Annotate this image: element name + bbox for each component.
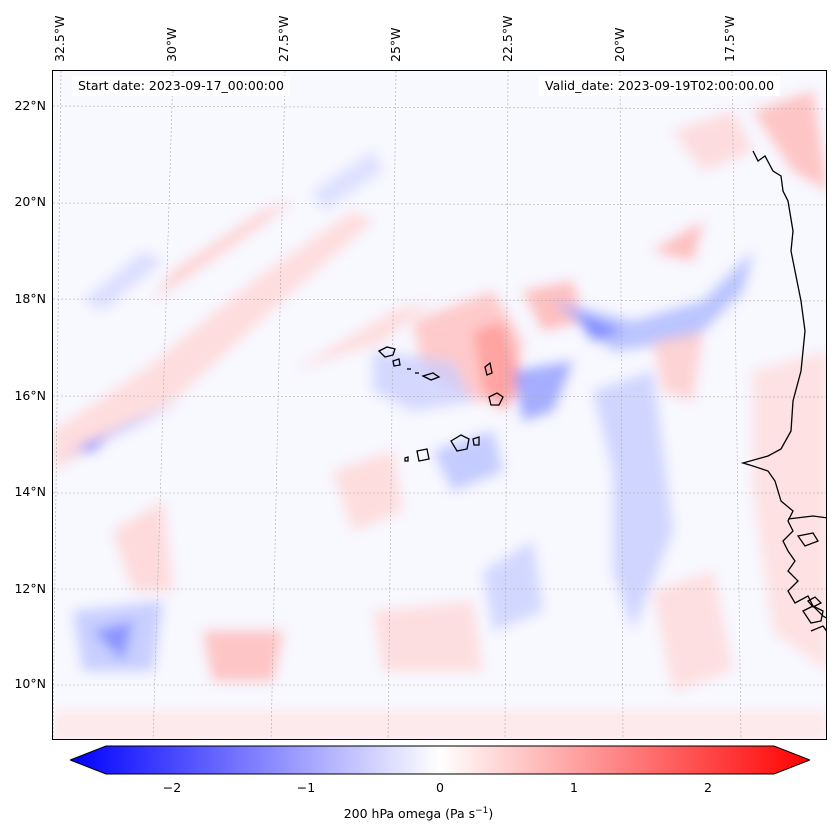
longitude-label: 17.5°W [722, 15, 737, 62]
colorbar-tick: 1 [570, 780, 578, 795]
latitude-label: 12°N [14, 581, 46, 596]
longitude-label: 32.5°W [52, 15, 67, 62]
longitude-label: 30°W [164, 27, 179, 62]
graticule [53, 71, 826, 739]
latitude-label: 22°N [14, 98, 46, 113]
longitude-label: 25°W [388, 27, 403, 62]
latitude-label: 10°N [14, 676, 46, 691]
colorbar-tick: 0 [436, 780, 444, 795]
latitude-label: 20°N [14, 194, 46, 209]
colorbar-gradient [68, 745, 812, 775]
colorbar-label: 200 hPa omega (Pa s−1) [343, 806, 494, 822]
colorbar-tick: 2 [704, 780, 712, 795]
map-plot-area [52, 70, 827, 740]
colorbar-tick: −2 [162, 780, 182, 795]
latitude-label: 18°N [14, 291, 46, 306]
longitude-label: 22.5°W [500, 15, 515, 62]
omega-field [53, 71, 826, 739]
colorbar-tick: −1 [296, 780, 316, 795]
coastlines [740, 150, 826, 632]
cape-verde-islands [377, 346, 504, 462]
longitude-label: 27.5°W [276, 15, 291, 62]
latitude-label: 16°N [14, 388, 46, 403]
latitude-label: 14°N [14, 484, 46, 499]
longitude-label: 20°W [612, 27, 627, 62]
colorbar [68, 745, 812, 775]
start-date-label: Start date: 2023-09-17_00:00:00 [72, 76, 290, 96]
valid-date-label: Valid_date: 2023-09-19T02:00:00.00 [539, 76, 781, 96]
